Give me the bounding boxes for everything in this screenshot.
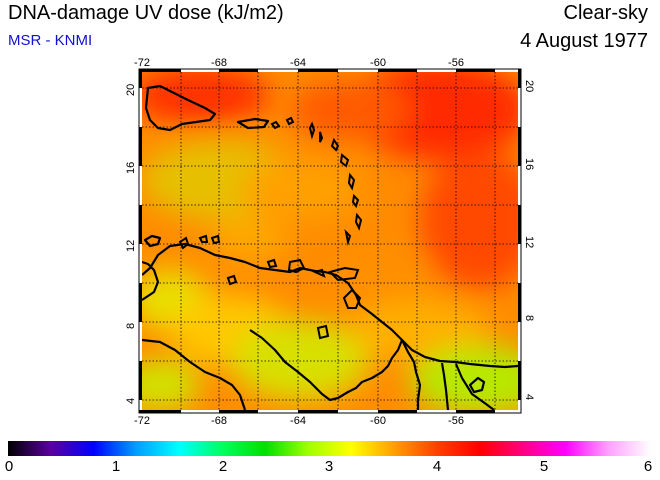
frame-segment: [378, 410, 417, 413]
colorbar: [8, 441, 651, 456]
frame-segment: [518, 361, 521, 400]
lat-tick-right: 16: [523, 158, 535, 171]
lon-tick-bottom: -60: [370, 415, 386, 427]
frame-segment: [518, 127, 521, 166]
frame-segment: [518, 69, 521, 88]
hispaniola-coast: [144, 84, 217, 132]
puerto-rico-coast: [236, 117, 270, 130]
lon-tick-top: -60: [370, 57, 386, 69]
lon-tick-bottom: -56: [448, 415, 464, 427]
guajira-coast: [143, 234, 162, 248]
frame-segment: [219, 410, 258, 413]
lon-tick-bottom: -64: [290, 415, 306, 427]
lon-tick-bottom: -72: [134, 415, 150, 427]
islands: [178, 116, 363, 340]
colorbar-label: 2: [218, 458, 228, 475]
frame-segment: [298, 410, 338, 413]
frame-segment: [219, 69, 258, 72]
venezuela-brazil-border: [249, 329, 404, 402]
frame-segment: [518, 283, 521, 322]
frame-segment: [298, 69, 338, 72]
lon-tick-bottom: -68: [211, 415, 227, 427]
frame-segment: [139, 361, 142, 400]
frame-segment: [139, 283, 142, 322]
colorbar-label: 6: [643, 458, 653, 475]
lat-tick-right: 12: [523, 236, 535, 249]
lon-tick-top: -72: [134, 57, 150, 69]
colorbar-label: 0: [4, 458, 14, 475]
island-lake: [468, 376, 486, 394]
data-source: MSR - KNMI: [8, 32, 93, 49]
frame-segment: [456, 69, 495, 72]
frame-segment: [518, 205, 521, 244]
lake-maracaibo: [142, 260, 160, 301]
frame-segment: [139, 127, 142, 166]
frame-segment: [456, 410, 495, 413]
lon-tick-top: -68: [211, 57, 227, 69]
graticule: [142, 72, 518, 410]
colombia-border: [142, 338, 247, 410]
lon-tick-top: -56: [448, 57, 464, 69]
map-frame: [138, 68, 522, 414]
lat-tick-right: 4: [523, 394, 535, 401]
lat-tick-left: 16: [125, 161, 137, 174]
lat-tick-left: 8: [125, 322, 137, 329]
lon-tick-top: -64: [290, 57, 306, 69]
frame-segment: [139, 410, 181, 413]
colorbar-label: 1: [111, 458, 121, 475]
french-guiana-border: [454, 363, 495, 410]
lat-tick-left: 12: [125, 239, 137, 252]
lat-tick-left: 20: [125, 83, 137, 96]
lat-tick-right: 8: [523, 315, 535, 322]
colorbar-label: 4: [432, 458, 442, 475]
coastlines: [142, 84, 518, 410]
guyana-border: [401, 339, 422, 410]
colorbar-label: 3: [324, 458, 334, 475]
map-date: 4 August 1977: [520, 30, 648, 52]
frame-segment: [139, 205, 142, 244]
colorbar-label: 5: [539, 458, 549, 475]
lat-tick-right: 20: [523, 80, 535, 93]
dose-field: [142, 72, 518, 410]
sky-condition: Clear-sky: [563, 2, 648, 24]
frame-segment: [139, 69, 181, 72]
frame-segment: [378, 69, 417, 72]
frame-segment: [139, 69, 142, 88]
lat-tick-left: 4: [125, 397, 137, 404]
map-title: DNA-damage UV dose (kJ/m2): [8, 2, 284, 24]
